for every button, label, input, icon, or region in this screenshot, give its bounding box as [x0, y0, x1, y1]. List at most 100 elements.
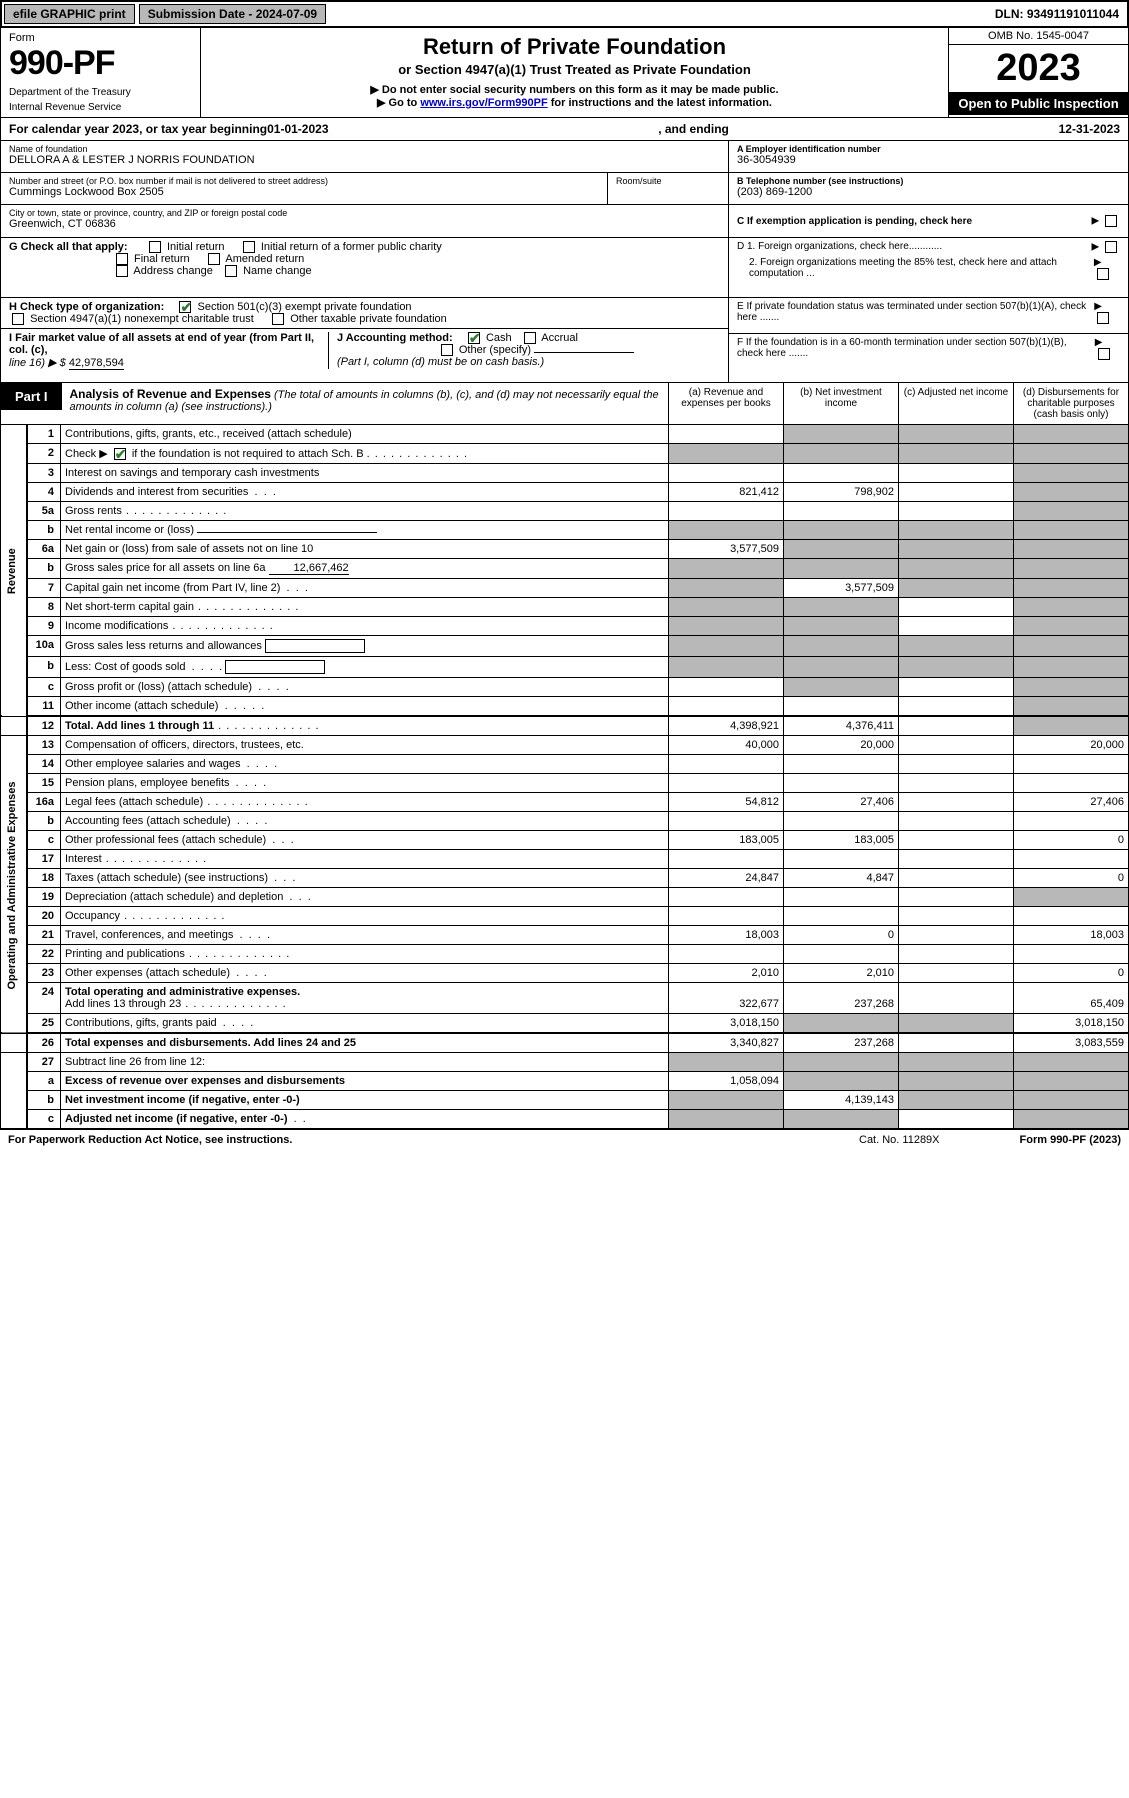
tax-year: 2023 [949, 45, 1128, 92]
line-desc: Depreciation (attach schedule) and deple… [61, 888, 669, 907]
goto-post: for instructions and the latest informat… [548, 97, 772, 109]
line-desc: Excess of revenue over expenses and disb… [61, 1072, 669, 1091]
cell-value: 798,902 [784, 483, 899, 502]
line-num: 1 [27, 425, 61, 444]
form-header: Form 990-PF Department of the Treasury I… [0, 28, 1129, 118]
open-inspection: Open to Public Inspection [949, 92, 1128, 115]
d2-label: 2. Foreign organizations meeting the 85%… [737, 257, 1094, 280]
j-cash-checkbox[interactable] [468, 332, 480, 344]
line-desc: Interest on savings and temporary cash i… [61, 464, 669, 483]
table-row: 16a Legal fees (attach schedule) 54,812 … [1, 793, 1129, 812]
table-row: 19 Depreciation (attach schedule) and de… [1, 888, 1129, 907]
f-checkbox[interactable] [1098, 348, 1110, 360]
j-accrual: Accrual [541, 332, 578, 344]
ghij-block: G Check all that apply: Initial return I… [0, 238, 1129, 383]
phone-value: (203) 869-1200 [737, 186, 1120, 198]
line-num: b [27, 1091, 61, 1110]
h-opt-3: Other taxable private foundation [290, 313, 447, 325]
h-4947-checkbox[interactable] [12, 313, 24, 325]
street-address: Cummings Lockwood Box 2505 [9, 186, 599, 198]
d1-checkbox[interactable] [1105, 241, 1117, 253]
h-501c3-checkbox[interactable] [179, 301, 191, 313]
room-label: Room/suite [616, 176, 720, 186]
line-desc: Other expenses (attach schedule) . . . . [61, 964, 669, 983]
cell-value: 4,398,921 [669, 716, 784, 736]
cell-value: 24,847 [669, 869, 784, 888]
irs-link[interactable]: www.irs.gov/Form990PF [420, 97, 547, 109]
h-label: H Check type of organization: [9, 301, 164, 313]
form-title-block: Return of Private Foundation or Section … [201, 28, 948, 117]
cell-value: 0 [1014, 964, 1129, 983]
ein-row: A Employer identification number 36-3054… [729, 141, 1128, 173]
line-num: 11 [27, 697, 61, 717]
line-num: 10a [27, 636, 61, 657]
schb-checkbox[interactable] [114, 448, 126, 460]
line-desc: Gross sales price for all assets on line… [61, 559, 669, 579]
line-desc: Legal fees (attach schedule) [61, 793, 669, 812]
j-other-checkbox[interactable] [441, 344, 453, 356]
table-row: b Accounting fees (attach schedule) . . … [1, 812, 1129, 831]
form-subtitle: or Section 4947(a)(1) Trust Treated as P… [211, 62, 938, 77]
g-initial-former-checkbox[interactable] [243, 241, 255, 253]
exemption-checkbox[interactable] [1105, 215, 1117, 227]
line-num: 7 [27, 579, 61, 598]
g-name-change-checkbox[interactable] [225, 265, 237, 277]
cell-value: 0 [784, 926, 899, 945]
submission-date: Submission Date - 2024-07-09 [139, 4, 326, 24]
line-num: c [27, 1110, 61, 1129]
efile-print-button[interactable]: efile GRAPHIC print [4, 4, 135, 24]
cell-value: 237,268 [784, 1033, 899, 1053]
top-bar: efile GRAPHIC print Submission Date - 20… [0, 0, 1129, 28]
goto-line: ▶ Go to www.irs.gov/Form990PF for instru… [211, 96, 938, 109]
j-accrual-checkbox[interactable] [524, 332, 536, 344]
table-row: 26 Total expenses and disbursements. Add… [1, 1033, 1129, 1053]
line-num: 4 [27, 483, 61, 502]
cell-value: 2,010 [669, 964, 784, 983]
h-other-checkbox[interactable] [272, 313, 284, 325]
dln: DLN: 93491191011044 [987, 5, 1127, 23]
g-final-return-checkbox[interactable] [116, 253, 128, 265]
form-title: Return of Private Foundation [211, 34, 938, 60]
table-row: 9 Income modifications [1, 617, 1129, 636]
table-row: 22 Printing and publications [1, 945, 1129, 964]
line-num: 25 [27, 1014, 61, 1034]
table-row: a Excess of revenue over expenses and di… [1, 1072, 1129, 1091]
calyear-end: 12-31-2023 [1059, 122, 1120, 136]
phone-label: B Telephone number (see instructions) [737, 176, 1120, 186]
fmv-value: 42,978,594 [69, 357, 124, 370]
form-id-block: Form 990-PF Department of the Treasury I… [1, 28, 201, 117]
cell-value: 3,018,150 [1014, 1014, 1129, 1034]
form-number: 990-PF [9, 44, 192, 83]
g-initial-return-checkbox[interactable] [149, 241, 161, 253]
foundation-info: Name of foundation DELLORA A & LESTER J … [0, 141, 1129, 238]
table-row: 8 Net short-term capital gain [1, 598, 1129, 617]
table-row: Operating and Administrative Expenses 13… [1, 736, 1129, 755]
table-row: 12 Total. Add lines 1 through 11 4,398,9… [1, 716, 1129, 736]
line-desc: Other professional fees (attach schedule… [61, 831, 669, 850]
calyear-mid: , and ending [329, 122, 1059, 136]
phone-row: B Telephone number (see instructions) (2… [729, 173, 1128, 205]
g-amended-checkbox[interactable] [208, 253, 220, 265]
i-label: I Fair market value of all assets at end… [9, 332, 314, 356]
cell-value: 4,847 [784, 869, 899, 888]
line-desc: Gross profit or (loss) (attach schedule)… [61, 678, 669, 697]
line-desc: Less: Cost of goods sold . . . . [61, 657, 669, 678]
e-checkbox[interactable] [1097, 312, 1109, 324]
cell-value: 0 [1014, 869, 1129, 888]
line-num: 5a [27, 502, 61, 521]
g-address-change-checkbox[interactable] [116, 265, 128, 277]
calyear-pre: For calendar year 2023, or tax year begi… [9, 122, 267, 136]
g-label: G Check all that apply: [9, 241, 128, 253]
table-row: 7 Capital gain net income (from Part IV,… [1, 579, 1129, 598]
table-row: Revenue 1 Contributions, gifts, grants, … [1, 425, 1129, 444]
line-num: a [27, 1072, 61, 1091]
h-opt-2: Section 4947(a)(1) nonexempt charitable … [30, 313, 254, 325]
d2-checkbox[interactable] [1097, 268, 1109, 280]
cell-value: 0 [1014, 831, 1129, 850]
foundation-name: DELLORA A & LESTER J NORRIS FOUNDATION [9, 154, 720, 166]
line-num: 18 [27, 869, 61, 888]
line-num: b [27, 812, 61, 831]
cell-value: 3,577,509 [784, 579, 899, 598]
line-desc: Total. Add lines 1 through 11 [61, 716, 669, 736]
col-d-header: (d) Disbursements for charitable purpose… [1013, 383, 1128, 424]
